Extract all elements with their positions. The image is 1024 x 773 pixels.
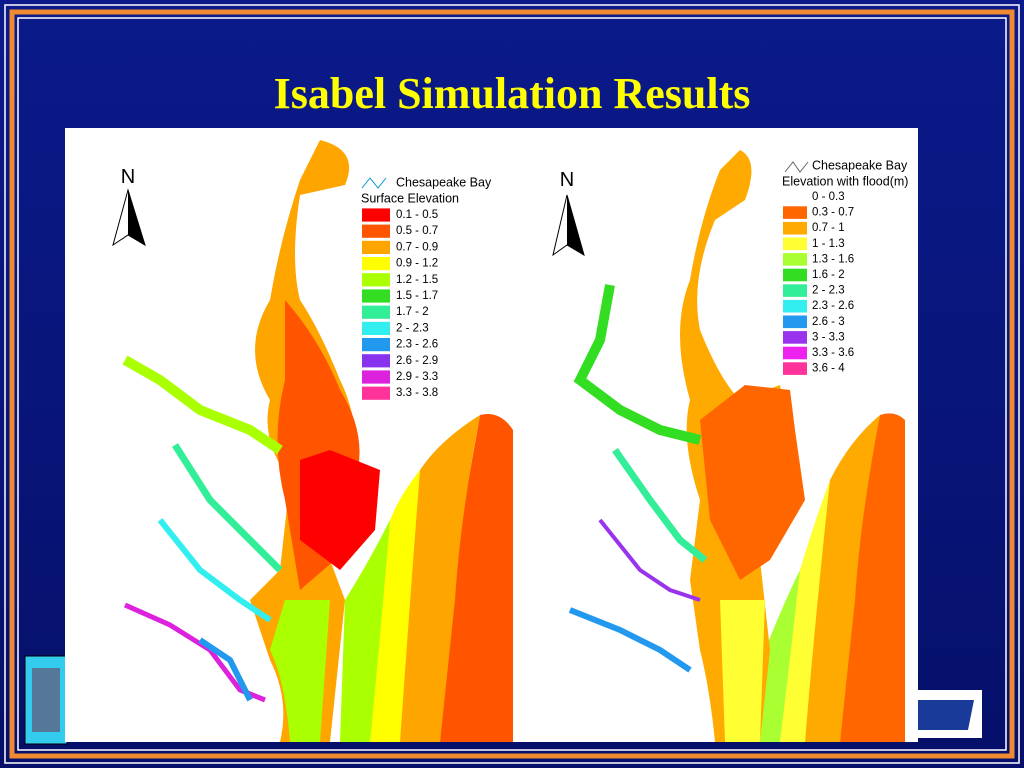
legend-label: 0 - 0.3 (812, 191, 845, 203)
legend-swatch (362, 321, 390, 335)
legend-swatch (783, 362, 807, 375)
legend-label: 2 - 2.3 (812, 285, 845, 297)
legend-label: 1.6 - 2 (812, 269, 845, 281)
bay (700, 385, 805, 580)
legend-label: 2.6 - 3 (812, 316, 845, 328)
legend-swatch (362, 240, 390, 254)
legend-swatch (362, 386, 390, 400)
legend-subtitle: Elevation with flood(m) (782, 174, 908, 188)
legend-label: 2 - 2.3 (396, 322, 429, 334)
ocean-band (780, 480, 830, 742)
ocean-band (340, 520, 390, 742)
legend-swatch (362, 305, 390, 319)
legend-label: 0.5 - 0.7 (396, 225, 438, 237)
tributary (157, 518, 272, 623)
legend-label: 2.3 - 2.6 (812, 300, 854, 312)
frame (9, 9, 1015, 759)
legend-swatch (362, 257, 390, 271)
ocean-band (400, 415, 480, 742)
frame-inner (17, 17, 1007, 751)
right-map: N Chesapeake Bay Elevation with flood(m) (552, 150, 908, 742)
tributary (122, 355, 283, 455)
bay-mouth (270, 600, 330, 742)
north-arrow-fill (128, 190, 145, 245)
bay (300, 450, 380, 570)
logo-left-seal (32, 668, 60, 732)
ocean-band (370, 470, 420, 742)
legend-subtitle: Surface Elevation (361, 191, 459, 205)
legend-swatch (362, 354, 390, 368)
logo-right-mark (912, 700, 974, 730)
legend-swatch (362, 224, 390, 238)
legend-title: Chesapeake Bay (812, 158, 908, 172)
title: Isabel Simulation Results (274, 69, 751, 118)
legend-label: 0.7 - 1 (812, 222, 845, 234)
legend-icon (361, 177, 387, 189)
tributary (198, 637, 253, 702)
legend-label: 1.2 - 1.5 (396, 274, 438, 286)
legend-swatch (783, 253, 807, 266)
tributary (598, 518, 701, 602)
legend-label: 0.1 - 0.5 (396, 209, 438, 221)
legend-swatch (362, 370, 390, 384)
legend-swatch (783, 299, 807, 313)
tributary (612, 447, 708, 563)
tributary (172, 443, 283, 573)
bay-mouth (720, 600, 765, 742)
legend-label: 2.6 - 2.9 (396, 355, 438, 367)
left-map: N Chesapeake Bay Surface Elevation (112, 140, 513, 742)
ocean-band (840, 413, 905, 742)
legend-label: 1.5 - 1.7 (396, 290, 438, 302)
legend-swatch (362, 208, 390, 222)
legend-label: 2.9 - 3.3 (396, 371, 438, 383)
legend-swatch (783, 346, 807, 360)
tributary (573, 284, 702, 445)
ocean-band (805, 415, 880, 742)
legend-swatch (362, 273, 390, 287)
legend-label: 0.7 - 0.9 (396, 241, 438, 253)
ocean-band (440, 414, 513, 742)
north-arrow-fill (567, 195, 584, 255)
legend-label: 3 - 3.3 (812, 331, 845, 343)
legend-label: 3.3 - 3.8 (396, 387, 438, 399)
tributary (568, 607, 692, 673)
legend-title: Chesapeake Bay (396, 175, 492, 189)
legend-label: 1 - 1.3 (812, 238, 845, 250)
legend-swatch (783, 268, 807, 282)
ocean-band (760, 570, 800, 742)
legend-swatch (783, 284, 807, 297)
north-label: N (121, 166, 135, 188)
legend-swatch (783, 237, 807, 251)
legend-swatch (783, 221, 807, 235)
legend-label: 1.7 - 2 (396, 306, 429, 318)
legend-label: 0.9 - 1.2 (396, 258, 438, 270)
legend-swatch (362, 289, 390, 303)
legend-label: 1.3 - 1.6 (812, 253, 854, 265)
legend-swatch (783, 206, 807, 219)
legend-swatch (783, 315, 807, 329)
legend-label: 3.3 - 3.6 (812, 347, 854, 359)
legend-swatch (783, 331, 807, 344)
legend-swatch (362, 338, 390, 352)
north-label: N (560, 169, 574, 191)
legend-label: 0.3 - 0.7 (812, 207, 854, 219)
frame-outer (4, 4, 1020, 764)
legend-label: 2.3 - 2.6 (396, 339, 438, 351)
legend-icon (784, 161, 809, 173)
legend-label: 3.6 - 4 (812, 363, 845, 375)
